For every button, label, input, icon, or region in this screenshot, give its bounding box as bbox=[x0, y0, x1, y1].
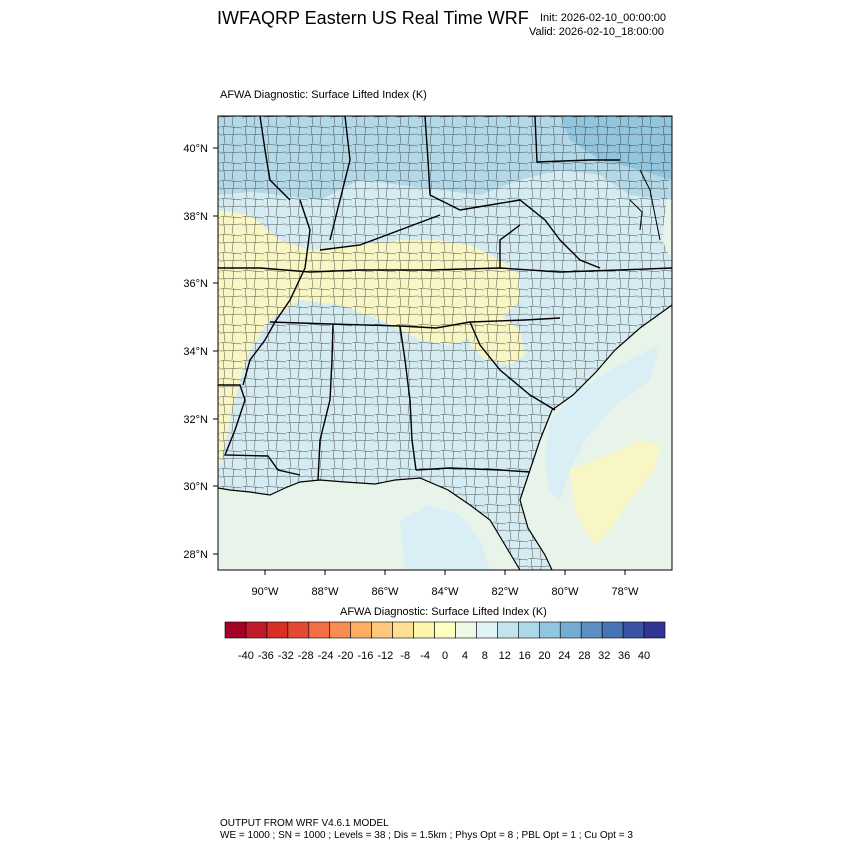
colorbar-tick-label: 24 bbox=[558, 650, 570, 662]
colorbar-tick-label: 36 bbox=[618, 650, 630, 662]
colorbar-swatch bbox=[413, 621, 435, 639]
colorbar-tick-label: 20 bbox=[538, 650, 550, 662]
lon-label: 80°W bbox=[551, 586, 579, 598]
colorbar-tick-label: 4 bbox=[462, 650, 468, 662]
colorbar-tick-label: -24 bbox=[318, 650, 334, 662]
colorbar-tick-label: 28 bbox=[578, 650, 590, 662]
lat-label: 32°N bbox=[183, 414, 208, 426]
lat-label: 38°N bbox=[183, 211, 208, 223]
colorbar-tick-label: 16 bbox=[518, 650, 530, 662]
colorbar-swatch bbox=[622, 621, 645, 639]
colorbar-swatch bbox=[434, 621, 456, 639]
colorbar-tick-label: -8 bbox=[400, 650, 410, 662]
coastline bbox=[218, 304, 672, 570]
model-output-line: OUTPUT FROM WRF V4.6.1 MODEL bbox=[220, 818, 389, 829]
colorbar-tick-label: -20 bbox=[338, 650, 354, 662]
colorbar-swatch bbox=[601, 621, 624, 639]
page-title: IWFAQRP Eastern US Real Time WRF bbox=[217, 8, 529, 28]
colorbar-swatch bbox=[497, 621, 519, 639]
lat-label: 36°N bbox=[183, 278, 208, 290]
state-boundaries bbox=[218, 116, 672, 481]
colorbar-tick-label: -40 bbox=[238, 650, 254, 662]
colorbar-swatch bbox=[371, 621, 393, 639]
chesapeake-bay bbox=[629, 169, 661, 241]
lat-label: 40°N bbox=[183, 143, 208, 155]
lon-label: 86°W bbox=[371, 586, 399, 598]
lat-label: 34°N bbox=[183, 346, 208, 358]
colorbar-swatch bbox=[580, 621, 603, 639]
colorbar-tick-label: -16 bbox=[357, 650, 373, 662]
latitude-axis: 40°N 38°N 36°N 34°N 32°N 30°N 28°N bbox=[183, 143, 218, 561]
lon-label: 84°W bbox=[431, 586, 459, 598]
colorbar-tick-label: -12 bbox=[377, 650, 393, 662]
lat-label: 28°N bbox=[183, 549, 208, 561]
colorbar-tick-label: 12 bbox=[499, 650, 511, 662]
colorbar-swatch bbox=[538, 621, 561, 639]
county-lines bbox=[218, 116, 672, 570]
map-field-title: AFWA Diagnostic: Surface Lifted Index (K… bbox=[220, 89, 427, 101]
colorbar-swatch bbox=[308, 621, 331, 639]
model-config-line: WE = 1000 ; SN = 1000 ; Levels = 38 ; Di… bbox=[220, 830, 633, 841]
lon-label: 90°W bbox=[251, 586, 279, 598]
atlantic-yellow-patch bbox=[570, 440, 660, 545]
lat-label: 30°N bbox=[183, 481, 208, 493]
colorbar-tick-label: -4 bbox=[420, 650, 430, 662]
colorbar-swatch bbox=[245, 621, 268, 639]
atlantic-blue-patch bbox=[545, 345, 660, 500]
colorbar-swatch bbox=[266, 621, 289, 639]
colorbar-tick-label: -32 bbox=[278, 650, 294, 662]
longitude-axis: 90°W 88°W 86°W 84°W 82°W 80°W 78°W bbox=[251, 570, 639, 598]
colorbar-tick-label: 40 bbox=[638, 650, 650, 662]
lon-label: 78°W bbox=[611, 586, 639, 598]
colorbar-tick-label: -36 bbox=[258, 650, 274, 662]
colorbar-swatch bbox=[643, 621, 666, 639]
colorbar-swatch bbox=[476, 621, 498, 639]
colorbar-tick-label: 8 bbox=[482, 650, 488, 662]
colorbar-swatch bbox=[287, 621, 310, 639]
colorbar-title: AFWA Diagnostic: Surface Lifted Index (K… bbox=[340, 606, 547, 618]
colorbar-swatch bbox=[392, 621, 414, 639]
colorbar-swatch bbox=[455, 621, 477, 639]
colorbar-tick-label: -28 bbox=[298, 650, 314, 662]
lon-label: 88°W bbox=[311, 586, 339, 598]
map-plot-area bbox=[218, 116, 672, 570]
colorbar-tick-label: 32 bbox=[598, 650, 610, 662]
valid-time: Valid: 2026-02-10_18:00:00 bbox=[529, 26, 664, 38]
init-time: Init: 2026-02-10_00:00:00 bbox=[540, 12, 666, 24]
colorbar-swatch bbox=[518, 621, 540, 639]
colorbar-swatch bbox=[224, 621, 247, 639]
gulf-blue-patch bbox=[400, 505, 490, 570]
colorbar: -40 -36 -32 -28 -24 -20 -16 -12 -8 -4 0 4 8 12 16 20 24 2… bbox=[224, 621, 666, 662]
colorbar-tick-label: 0 bbox=[442, 650, 448, 662]
colorbar-swatch bbox=[350, 621, 372, 639]
colorbar-swatch bbox=[559, 621, 582, 639]
lon-label: 82°W bbox=[491, 586, 519, 598]
colorbar-swatch bbox=[329, 621, 352, 639]
